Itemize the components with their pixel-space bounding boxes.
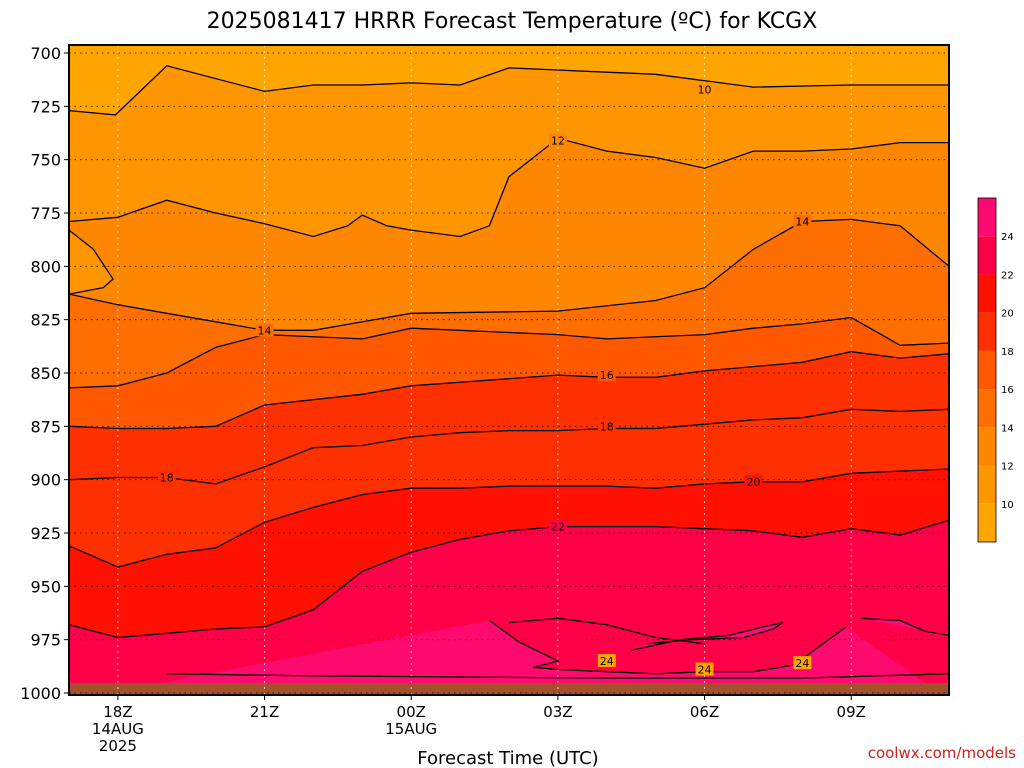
y-tick-label: 700 <box>30 44 61 63</box>
contour-label-14: 14 <box>795 216 809 229</box>
contour-label-bg <box>597 368 616 382</box>
temperature-fill-bands <box>69 45 949 695</box>
contour-line-20 <box>69 468 949 568</box>
x-tick-label: 14AUG <box>92 720 144 738</box>
contour-line-22 <box>69 519 949 639</box>
fill-pocket-left <box>69 230 113 295</box>
contour-line-surface <box>166 673 949 679</box>
chart-title: 2025081417 HRRR Forecast Temperature (ºC… <box>207 9 818 34</box>
y-tick-label: 975 <box>30 631 61 650</box>
colorbar-label: 22 <box>1001 270 1014 281</box>
contour-label-bg <box>157 470 176 484</box>
contour-label-bg <box>255 323 274 337</box>
x-tick-label: 18Z <box>103 703 132 721</box>
colorbar-label: 12 <box>1001 462 1014 473</box>
colorbar-label: 14 <box>1001 423 1014 434</box>
y-tick-label: 800 <box>30 257 61 276</box>
contour-line-24 <box>860 617 949 637</box>
x-axis-title: Forecast Time (UTC) <box>417 748 598 768</box>
contour-label-bg <box>597 419 616 433</box>
contour-label-bg <box>548 519 567 533</box>
contour-label-24: 24 <box>795 657 809 670</box>
colorbar-label: 20 <box>1001 309 1014 320</box>
y-axis: 700 725 750 775 800 825 850 875 900 925 950 975 1000 <box>20 44 69 703</box>
ground-surface-band <box>69 683 949 695</box>
contour-label-16: 16 <box>600 369 614 382</box>
colorbar-label: 10 <box>1001 500 1014 511</box>
contour-line-14 <box>69 218 949 331</box>
y-tick-label: 725 <box>30 97 61 116</box>
colorbar-segment <box>978 350 996 390</box>
contour-label-24: 24 <box>600 655 614 668</box>
contour-line-12 <box>69 229 114 295</box>
y-tick-label: 850 <box>30 364 61 383</box>
contour-label-bg <box>793 656 812 670</box>
colorbar-segment <box>978 389 996 428</box>
y-tick-label: 1000 <box>20 684 61 703</box>
colorbar-segment <box>978 427 996 466</box>
y-tick-label: 875 <box>30 417 61 436</box>
contour-label-bg <box>695 662 714 676</box>
contour-labels: 10 12 14 14 16 18 18 20 22 24 24 24 <box>157 82 812 677</box>
contour-label-bg <box>744 474 763 488</box>
colorbar-segment <box>978 465 996 504</box>
contour-line-24 <box>508 617 705 645</box>
x-tick-label: 06Z <box>690 703 719 721</box>
contour-line-18 <box>69 408 949 485</box>
y-tick-label: 750 <box>30 151 61 170</box>
colorbar-label: 18 <box>1001 347 1014 358</box>
y-tick-label: 950 <box>30 577 61 596</box>
contour-line-12 <box>69 137 949 238</box>
colorbar-label: 16 <box>1001 385 1014 396</box>
x-tick-label: 09Z <box>837 703 866 721</box>
x-tick-label: 21Z <box>250 703 279 721</box>
contour-label-14: 14 <box>258 324 272 337</box>
colorbar-segment <box>978 312 996 351</box>
contour-label-bg <box>695 82 714 96</box>
y-tick-label: 775 <box>30 204 61 223</box>
x-tick-label: 03Z <box>543 703 572 721</box>
plot-area: 10 12 14 14 16 18 18 20 22 24 24 24 <box>69 45 949 695</box>
plot-frame <box>68 44 950 696</box>
contour-label-18: 18 <box>160 472 174 485</box>
x-tick-label: 00Z <box>397 703 426 721</box>
x-tick-label: 2025 <box>99 737 137 755</box>
colorbar-label: 24 <box>1001 232 1014 243</box>
contour-label-18: 18 <box>600 420 614 433</box>
credit-text: coolwx.com/models <box>868 744 1016 762</box>
contour-line-24 <box>631 621 784 651</box>
contour-label-bg <box>793 214 812 228</box>
colorbar-frame <box>977 197 997 543</box>
grid-lines <box>69 45 949 695</box>
contour-label-bg <box>548 133 567 147</box>
colorbar-segment <box>978 198 996 237</box>
contour-label-12: 12 <box>551 134 565 147</box>
fill-band-22 <box>69 520 949 695</box>
contour-label-22: 22 <box>551 521 565 534</box>
y-tick-label: 900 <box>30 471 61 490</box>
y-tick-label: 925 <box>30 524 61 543</box>
contour-label-10: 10 <box>698 83 712 96</box>
colorbar-segment <box>978 236 996 275</box>
contour-label-bg <box>597 654 616 667</box>
colorbar-segment <box>978 274 996 313</box>
colorbar: 10 12 14 16 18 20 22 24 <box>977 197 1014 543</box>
contour-label-20: 20 <box>746 476 760 489</box>
x-tick-label: 15AUG <box>385 720 437 738</box>
fill-band-24 <box>861 618 949 636</box>
contour-label-24: 24 <box>698 664 712 677</box>
contour-line-18 <box>69 351 949 430</box>
colorbar-segment <box>978 503 996 542</box>
contour-line-10 <box>69 65 949 116</box>
contour-lines <box>69 65 949 679</box>
y-tick-label: 825 <box>30 311 61 330</box>
contour-line-16 <box>69 316 949 389</box>
